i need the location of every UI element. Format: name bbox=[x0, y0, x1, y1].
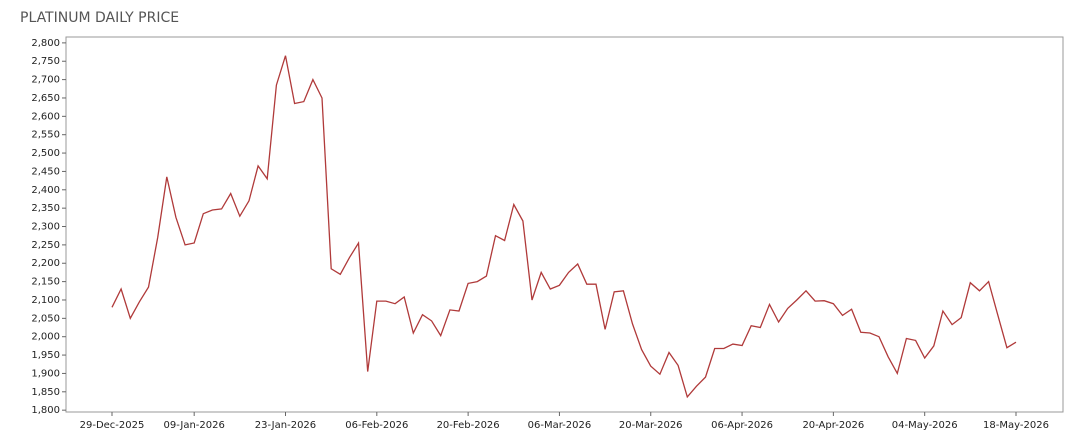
y-tick-label: 2,000 bbox=[31, 332, 60, 343]
y-tick-label: 2,600 bbox=[31, 111, 60, 122]
y-tick-label: 1,800 bbox=[31, 405, 60, 416]
plot-frame bbox=[65, 36, 1064, 413]
y-tick-label: 2,350 bbox=[31, 203, 60, 214]
x-tick-label: 06-Apr-2026 bbox=[711, 420, 773, 431]
x-tick-label: 06-Mar-2026 bbox=[528, 420, 592, 431]
x-tick-label: 20-Feb-2026 bbox=[437, 420, 500, 431]
x-tick-label: 29-Dec-2025 bbox=[80, 420, 145, 431]
x-tick-label: 20-Apr-2026 bbox=[802, 420, 864, 431]
y-tick-label: 2,050 bbox=[31, 313, 60, 324]
x-tick-label: 06-Feb-2026 bbox=[345, 420, 408, 431]
price-line bbox=[111, 55, 1017, 399]
y-tick-label: 2,150 bbox=[31, 277, 60, 288]
y-tick-label: 2,250 bbox=[31, 240, 60, 251]
y-tick-label: 2,550 bbox=[31, 130, 60, 141]
y-tick-label: 2,400 bbox=[31, 185, 60, 196]
y-tick-label: 2,700 bbox=[31, 75, 60, 86]
y-tick-label: 1,850 bbox=[31, 387, 60, 398]
x-tick-label: 20-Mar-2026 bbox=[619, 420, 683, 431]
y-tick-label: 2,650 bbox=[31, 93, 60, 104]
y-tick-label: 2,200 bbox=[31, 258, 60, 269]
y-tick-label: 2,100 bbox=[31, 295, 60, 306]
y-tick-label: 2,450 bbox=[31, 166, 60, 177]
y-tick-label: 2,500 bbox=[31, 148, 60, 159]
x-tick-label: 18-May-2026 bbox=[983, 420, 1049, 431]
y-tick-label: 2,300 bbox=[31, 222, 60, 233]
y-tick-label: 2,800 bbox=[31, 38, 60, 49]
x-tick-label: 04-May-2026 bbox=[892, 420, 958, 431]
y-tick-label: 1,950 bbox=[31, 350, 60, 361]
x-tick-label: 23-Jan-2026 bbox=[255, 420, 316, 431]
chart-title: PLATINUM DAILY PRICE bbox=[20, 10, 179, 26]
y-tick-label: 2,750 bbox=[31, 56, 60, 67]
y-tick-label: 1,900 bbox=[31, 368, 60, 379]
x-tick-label: 09-Jan-2026 bbox=[163, 420, 224, 431]
